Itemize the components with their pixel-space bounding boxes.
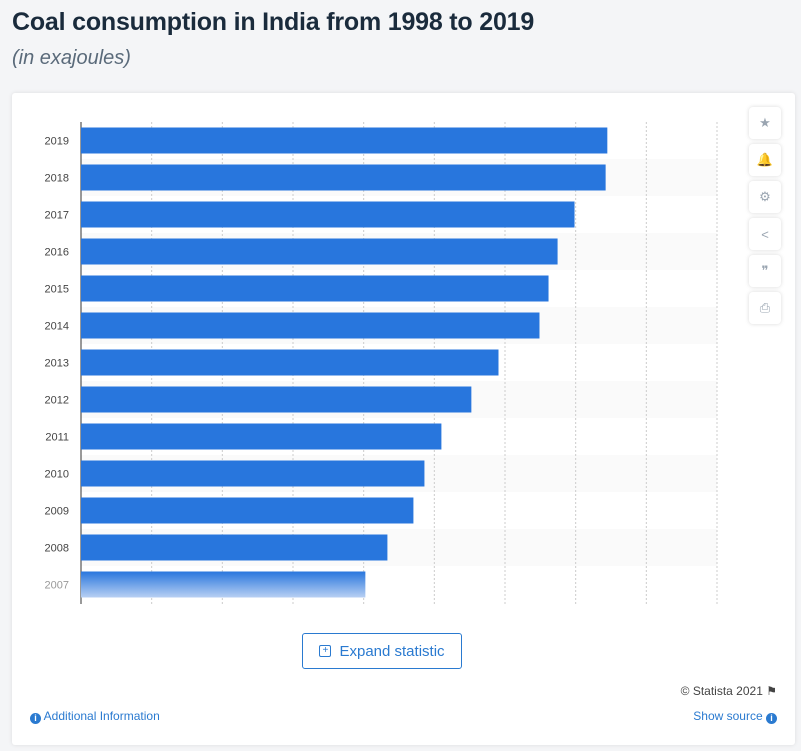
- category-label: 2018: [45, 173, 69, 185]
- category-label: 2011: [45, 432, 69, 444]
- flag-icon[interactable]: ⚑: [766, 684, 777, 698]
- bell-icon[interactable]: 🔔: [749, 144, 781, 176]
- info-icon: i: [30, 713, 41, 724]
- share-icon[interactable]: <: [749, 218, 781, 250]
- category-label: 2016: [45, 247, 69, 259]
- category-label: 2014: [45, 321, 69, 333]
- bar-2016[interactable]: [81, 238, 558, 265]
- show-source-link[interactable]: Show source i: [693, 709, 777, 724]
- expand-label: Expand statistic: [339, 642, 445, 660]
- bar-2007[interactable]: [81, 571, 366, 598]
- category-label: 2017: [45, 210, 69, 222]
- bar-2011[interactable]: [81, 423, 442, 450]
- bar-2012[interactable]: [81, 386, 472, 413]
- category-label: 2012: [45, 395, 69, 407]
- bar-chart: 2019 2018 2017 2016 2015 2014 2013 2012 2011 2010…: [45, 122, 718, 604]
- expand-statistic-button[interactable]: + Expand statistic: [302, 633, 462, 669]
- page-title: Coal consumption in India from 1998 to 2…: [12, 8, 535, 36]
- category-label: 2007: [45, 580, 69, 592]
- bar-2014[interactable]: [81, 312, 540, 339]
- info-icon: i: [766, 713, 777, 724]
- bar-2017[interactable]: [81, 201, 575, 228]
- additional-information-label: Additional Information: [43, 709, 160, 723]
- additional-information-link[interactable]: i Additional Information: [30, 709, 160, 724]
- show-source-label: Show source: [693, 709, 763, 723]
- category-label: 2008: [45, 543, 69, 555]
- bar-2008[interactable]: [81, 534, 388, 561]
- chart-card: 2019 2018 2017 2016 2015 2014 2013 2012 2011 2010…: [12, 93, 795, 745]
- quote-icon[interactable]: ❞: [749, 255, 781, 287]
- category-label: 2009: [45, 506, 69, 518]
- star-icon[interactable]: ★: [749, 107, 781, 139]
- bar-2009[interactable]: [81, 497, 414, 524]
- bar-2015[interactable]: [81, 275, 549, 302]
- category-label: 2010: [45, 469, 69, 481]
- category-label: 2013: [45, 358, 69, 370]
- copyright-text: © Statista 2021: [680, 684, 763, 698]
- print-icon[interactable]: ⎙: [749, 292, 781, 324]
- gear-icon[interactable]: ⚙: [749, 181, 781, 213]
- plus-square-icon: +: [319, 645, 332, 657]
- bar-2010[interactable]: [81, 460, 425, 487]
- bar-2013[interactable]: [81, 349, 499, 376]
- bar-2019[interactable]: [81, 127, 608, 154]
- bar-2018[interactable]: [81, 164, 606, 191]
- category-label: 2019: [45, 136, 69, 148]
- category-label: 2015: [45, 284, 69, 296]
- page-subtitle: (in exajoules): [12, 47, 131, 69]
- copyright: © Statista 2021 ⚑: [681, 684, 777, 698]
